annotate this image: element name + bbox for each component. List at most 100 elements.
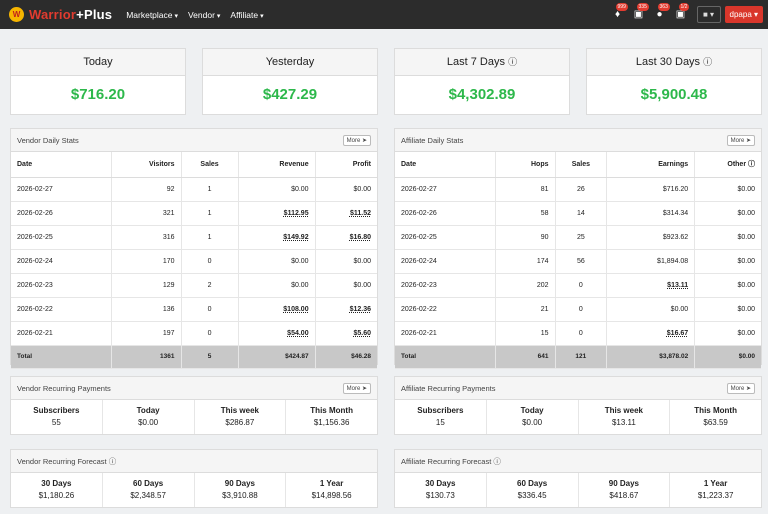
table-cell: 2026-02-25 — [395, 225, 496, 250]
table-cell: 1 — [181, 201, 239, 226]
kpi-label: Last 7 Days ⓘ — [395, 49, 569, 76]
table-row: 2026-02-21 15 0 $16.67 $0.00 — [395, 321, 761, 346]
table-cell: Total — [11, 345, 112, 369]
table-cell: 2026-02-22 — [395, 297, 496, 322]
table-cell: $0.00 — [694, 345, 761, 369]
col-date[interactable]: Date — [395, 152, 496, 178]
logo-icon: W — [9, 7, 24, 22]
kpi-last-7-days: Last 7 Days ⓘ $4,302.89 — [394, 48, 570, 115]
users-icon[interactable]: ● 363 — [656, 2, 670, 20]
vendor-forecast-panel: Vendor Recurring Forecast ⓘ 30 Days $1,18… — [10, 449, 378, 508]
kpi-value: $716.20 — [70, 86, 126, 103]
table-row: 2026-02-27 92 1 $0.00 $0.00 — [11, 177, 377, 202]
col-other[interactable]: Other ⓘ — [694, 152, 761, 178]
table-cell: 2026-02-23 — [11, 273, 112, 298]
table-cell: $0.00 — [694, 273, 761, 298]
table-row: 2026-02-22 136 0 $108.00 $12.36 — [11, 297, 377, 322]
col-revenue[interactable]: Revenue — [238, 152, 316, 178]
table-cell: 2026-02-21 — [11, 321, 112, 346]
panel-title: Affiliate Daily Stats — [401, 135, 464, 145]
table-cell: $5.60 — [315, 321, 377, 346]
gift-dropdown[interactable]: ■ ▾ — [696, 6, 721, 23]
table-cell: 56 — [555, 249, 608, 274]
table-cell: $923.62 — [606, 225, 696, 250]
table-cell: 321 — [111, 201, 182, 226]
table-row: 2026-02-22 21 0 $0.00 $0.00 — [395, 297, 761, 322]
table-cell: 25 — [555, 225, 608, 250]
affiliate-recurring-panel: Affiliate Recurring Payments More ➤ Subsc… — [394, 376, 762, 435]
amount-link[interactable]: $149.92 — [283, 233, 309, 241]
table-cell: $0.00 — [606, 297, 696, 322]
stat-this-week: This week $13.11 — [579, 400, 671, 434]
kpi-label: Today — [11, 49, 185, 76]
table-cell: 0 — [181, 249, 239, 274]
amount-link[interactable]: $54.00 — [287, 329, 309, 337]
table-cell: $112.95 — [238, 201, 316, 226]
panel-title: Affiliate Recurring Payments — [401, 383, 496, 393]
amount-link[interactable]: $11.52 — [349, 209, 371, 217]
table-cell: 2 — [181, 273, 239, 298]
table-row: 2026-02-25 316 1 $149.92 $16.80 — [11, 225, 377, 250]
more-button[interactable]: More ➤ — [342, 134, 371, 146]
col-earnings[interactable]: Earnings — [606, 152, 696, 178]
stat-today: Today $0.00 — [487, 400, 579, 434]
wallet-icon[interactable]: ▣ 335 — [633, 2, 649, 20]
col-sales[interactable]: Sales — [181, 152, 239, 178]
more-button[interactable]: More ➤ — [342, 382, 371, 394]
more-button[interactable]: More ➤ — [726, 382, 755, 394]
table-cell: 1 — [181, 177, 239, 202]
table-cell: $16.67 — [606, 321, 696, 346]
table-row: 2026-02-23 202 0 $13.11 $0.00 — [395, 273, 761, 298]
table-cell: $0.00 — [238, 177, 316, 202]
table-total-row: Total 641 121 $3,878.02 $0.00 — [395, 345, 761, 369]
stat-subscribers: Subscribers 55 — [11, 400, 103, 434]
col-sales[interactable]: Sales — [555, 152, 608, 178]
more-button[interactable]: More ➤ — [726, 134, 755, 146]
arrow-circle-icon: ➤ — [745, 137, 751, 144]
col-hops[interactable]: Hops — [495, 152, 556, 178]
kpi-today: Today $716.20 — [10, 48, 186, 115]
table-cell: 197 — [111, 321, 182, 346]
affiliate-forecast-panel: Affiliate Recurring Forecast ⓘ 30 Days $1… — [394, 449, 762, 508]
col-visitors[interactable]: Visitors — [111, 152, 182, 178]
amount-link[interactable]: $5.60 — [353, 329, 371, 337]
col-date[interactable]: Date — [11, 152, 112, 178]
table-cell: $0.00 — [315, 249, 377, 274]
table-cell: 316 — [111, 225, 182, 250]
info-icon[interactable]: ⓘ — [493, 456, 501, 466]
cart-badge: 1/2 — [678, 2, 690, 11]
stat-today: Today $0.00 — [103, 400, 195, 434]
table-cell: 129 — [111, 273, 182, 298]
forecast-30-days: 30 Days $1,180.26 — [11, 473, 103, 507]
info-icon[interactable]: ⓘ — [703, 57, 713, 67]
table-cell: 0 — [181, 297, 239, 322]
table-row: 2026-02-24 170 0 $0.00 $0.00 — [11, 249, 377, 274]
brand-name: Warrior+Plus — [29, 7, 113, 22]
amount-link[interactable]: $13.11 — [667, 281, 689, 289]
col-profit[interactable]: Profit — [315, 152, 377, 178]
panel-title: Vendor Recurring Payments — [17, 383, 111, 393]
user-menu-button[interactable]: dpapa ▾ — [724, 6, 763, 23]
amount-link[interactable]: $16.67 — [666, 329, 689, 337]
menu-affiliate[interactable]: Affiliate — [230, 10, 263, 20]
amount-link[interactable]: $108.00 — [283, 305, 309, 313]
table-cell: $0.00 — [694, 249, 761, 274]
amount-link[interactable]: $12.36 — [349, 305, 371, 313]
amount-link[interactable]: $112.95 — [283, 209, 309, 217]
forecast-30-days: 30 Days $130.73 — [395, 473, 487, 507]
table-cell: 0 — [555, 273, 608, 298]
info-icon[interactable]: ⓘ — [108, 456, 117, 466]
panel-title: Vendor Recurring Forecast ⓘ — [17, 456, 117, 466]
table-cell: $0.00 — [694, 297, 761, 322]
bell-icon[interactable]: ♦ 999 — [614, 2, 628, 20]
table-cell: $12.36 — [315, 297, 377, 322]
info-icon[interactable]: ⓘ — [508, 57, 518, 67]
table-cell: 2026-02-24 — [11, 249, 112, 274]
cart-icon[interactable]: ▣ 1/2 — [675, 2, 690, 20]
menu-marketplace[interactable]: Marketplace — [126, 10, 178, 20]
stat-subscribers: Subscribers 15 — [395, 400, 487, 434]
amount-link[interactable]: $16.80 — [349, 233, 371, 241]
menu-vendor[interactable]: Vendor — [188, 10, 220, 20]
brand[interactable]: W Warrior+Plus — [9, 7, 112, 22]
table-cell: $46.28 — [315, 345, 377, 369]
